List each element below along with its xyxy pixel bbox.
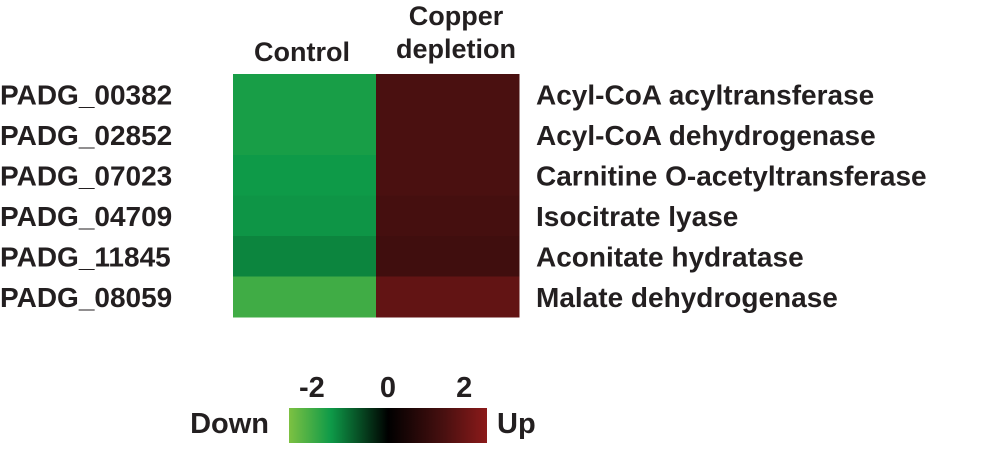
colorbar-tick-label: -2 <box>299 372 325 404</box>
heatmap-cells <box>233 74 520 318</box>
heatmap-cell <box>376 195 520 237</box>
row-annotation: Malate dehydrogenase <box>536 282 838 313</box>
row-label: PADG_04709 <box>0 201 172 232</box>
heatmap-cell <box>376 114 520 156</box>
heatmap-cell <box>233 195 377 237</box>
colorbar-tick-label: 0 <box>380 372 396 404</box>
colorbar <box>289 408 487 443</box>
column-header-line: Copper <box>409 1 504 31</box>
column-header-copper-depletion: Copper depletion <box>396 1 516 64</box>
column-header-line: depletion <box>396 34 516 64</box>
row-annotation: Carnitine O-acetyltransferase <box>536 160 927 191</box>
row-label: PADG_11845 <box>0 241 171 272</box>
colorbar-low-label: Down <box>190 408 269 440</box>
heatmap-cell <box>376 155 520 196</box>
heatmap-cell <box>233 236 377 277</box>
heatmap-cell <box>376 74 520 115</box>
row-annotation: Isocitrate lyase <box>536 201 738 232</box>
colorbar-ticks: -2 0 2 <box>299 372 472 404</box>
column-header-control: Control <box>254 37 350 67</box>
row-annotation: Acyl-CoA dehydrogenase <box>536 120 876 151</box>
row-label: PADG_08059 <box>0 282 172 313</box>
heatmap-cell <box>233 114 377 156</box>
colorbar-tick-label: 2 <box>456 372 472 404</box>
row-annotations: Acyl-CoA acyltransferase Acyl-CoA dehydro… <box>536 79 927 313</box>
row-label: PADG_07023 <box>0 160 172 191</box>
row-annotation: Aconitate hydratase <box>536 241 804 272</box>
color-scale-legend: -2 0 2 Down Up <box>190 372 536 443</box>
heatmap-cell <box>376 276 520 318</box>
heatmap-cell <box>233 155 377 196</box>
heatmap-cell <box>376 236 520 277</box>
heatmap-cell <box>233 74 377 115</box>
heatmap-cell <box>233 276 377 318</box>
colorbar-high-label: Up <box>497 408 536 440</box>
row-annotation: Acyl-CoA acyltransferase <box>536 79 874 110</box>
row-label: PADG_02852 <box>0 120 172 151</box>
row-labels: PADG_00382 PADG_02852 PADG_07023 PADG_04709… <box>0 79 172 313</box>
row-label: PADG_00382 <box>0 79 172 110</box>
